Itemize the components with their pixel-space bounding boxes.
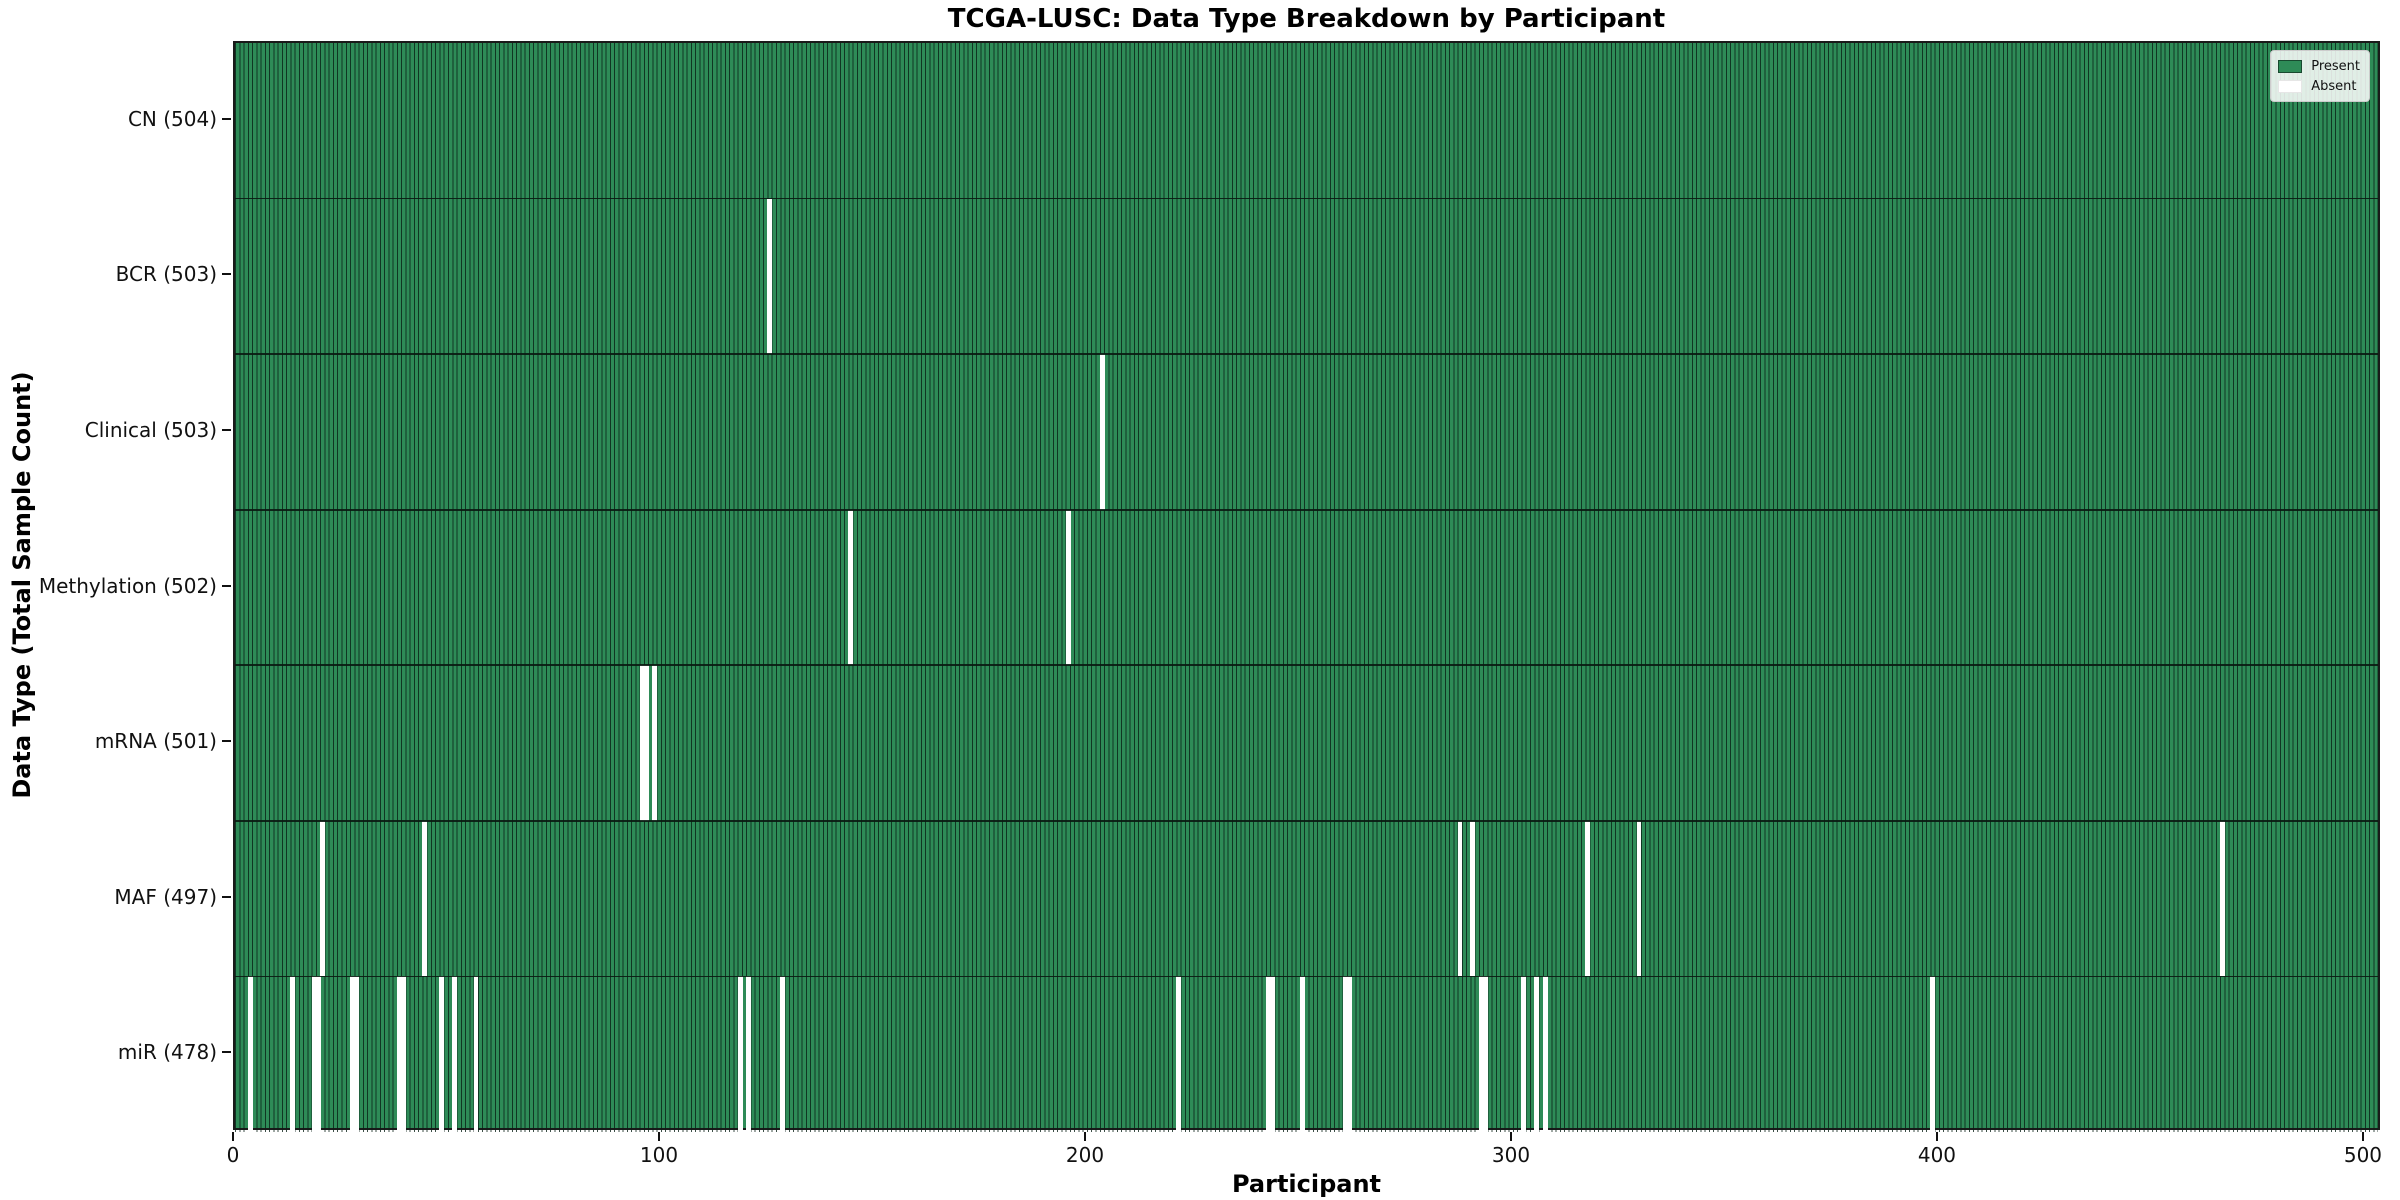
y-tick-mark xyxy=(222,895,231,898)
y-tick-mark xyxy=(222,117,231,120)
data-row-mrna xyxy=(235,665,2378,821)
data-row-bcr xyxy=(235,198,2378,355)
absent-stripe xyxy=(1930,976,1936,1132)
absent-stripe xyxy=(1099,354,1105,510)
absent-stripe xyxy=(320,820,326,977)
absent-stripe xyxy=(848,509,854,666)
absent-stripe xyxy=(1636,820,1642,977)
row-separator xyxy=(235,508,2378,511)
row-separator xyxy=(235,975,2378,978)
absent-stripe xyxy=(780,976,786,1132)
absent-stripe xyxy=(354,976,360,1132)
absent-stripe xyxy=(422,820,428,977)
y-tick-mark xyxy=(222,273,231,276)
x-tick-mark xyxy=(1509,1132,1512,1141)
absent-swatch-icon xyxy=(2278,79,2303,93)
data-row-clinical xyxy=(235,354,2378,510)
absent-stripe xyxy=(1457,820,1463,977)
row-separator xyxy=(235,820,2378,822)
plot-area: Present Absent xyxy=(233,41,2380,1132)
absent-stripe xyxy=(1265,976,1271,1132)
absent-stripe xyxy=(396,976,402,1132)
y-tick-mark xyxy=(222,584,231,587)
y-tick-mark xyxy=(222,428,231,431)
absent-stripe xyxy=(1521,976,1527,1132)
x-tick-mark xyxy=(1935,1132,1938,1141)
row-label-cn: CN (504) xyxy=(127,106,217,131)
absent-stripe xyxy=(1176,976,1182,1132)
legend-present-label: Present xyxy=(2311,58,2360,74)
absent-stripe xyxy=(1478,976,1484,1132)
x-axis-title: Participant xyxy=(1231,1170,1382,1198)
row-label-mir: miR (478) xyxy=(117,1040,217,1065)
y-tick-mark xyxy=(222,1051,231,1054)
absent-stripe xyxy=(1342,976,1348,1132)
absent-stripe xyxy=(1534,976,1540,1132)
legend-item-present: Present xyxy=(2278,56,2360,76)
present-swatch-icon xyxy=(2278,59,2303,73)
row-label-bcr: BCR (503) xyxy=(115,262,217,287)
absent-stripe xyxy=(1585,820,1591,977)
data-row-maf xyxy=(235,820,2378,977)
legend-absent-label: Absent xyxy=(2311,78,2357,94)
data-row-cn xyxy=(235,43,2378,199)
absent-stripe xyxy=(1065,509,1071,666)
x-tick-label: 0 xyxy=(226,1143,240,1167)
legend-item-absent: Absent xyxy=(2278,76,2360,96)
x-tick-label: 200 xyxy=(1065,1143,1105,1167)
x-tick-mark xyxy=(2361,1132,2364,1141)
absent-stripe xyxy=(1483,976,1489,1132)
data-row-mir xyxy=(235,976,2378,1132)
absent-stripe xyxy=(473,976,479,1132)
absent-stripe xyxy=(315,976,321,1132)
x-tick-mark xyxy=(657,1132,660,1141)
x-tick-label: 100 xyxy=(639,1143,679,1167)
x-tick-mark xyxy=(232,1132,234,1141)
absent-stripe xyxy=(652,665,658,821)
absent-stripe xyxy=(290,976,296,1132)
absent-stripe xyxy=(401,976,406,1132)
absent-stripe xyxy=(2220,820,2225,977)
x-tick-label: 500 xyxy=(2343,1143,2383,1167)
row-separator xyxy=(235,664,2378,667)
absent-stripe xyxy=(639,665,645,821)
absent-stripe xyxy=(737,976,743,1132)
row-label-clinical: Clinical (503) xyxy=(84,417,217,442)
absent-stripe xyxy=(1270,976,1276,1132)
absent-stripe xyxy=(1470,820,1476,977)
x-tick-label: 400 xyxy=(1917,1143,1957,1167)
row-label-maf: MAF (497) xyxy=(114,884,217,909)
absent-stripe xyxy=(1346,976,1352,1132)
data-row-methylation xyxy=(235,509,2378,666)
absent-stripe xyxy=(439,976,445,1132)
absent-stripe xyxy=(1542,976,1548,1132)
y-tick-mark xyxy=(222,740,231,743)
page-title: TCGA-LUSC: Data Type Breakdown by Partic… xyxy=(947,4,1666,34)
absent-stripe xyxy=(643,665,649,821)
x-tick-label: 300 xyxy=(1491,1143,1531,1167)
x-tick-mark xyxy=(1083,1132,1086,1141)
absent-stripe xyxy=(1299,976,1305,1132)
absent-stripe xyxy=(746,976,752,1132)
absent-stripe xyxy=(767,198,773,355)
absent-stripe xyxy=(247,976,253,1132)
row-separator xyxy=(235,353,2378,355)
absent-stripe xyxy=(452,976,458,1132)
row-separator xyxy=(235,197,2378,200)
absent-stripe xyxy=(350,976,355,1132)
row-label-mrna: mRNA (501) xyxy=(94,729,217,754)
absent-stripe xyxy=(311,976,317,1132)
legend: Present Absent xyxy=(2270,50,2370,102)
row-label-methylation: Methylation (502) xyxy=(38,573,217,598)
